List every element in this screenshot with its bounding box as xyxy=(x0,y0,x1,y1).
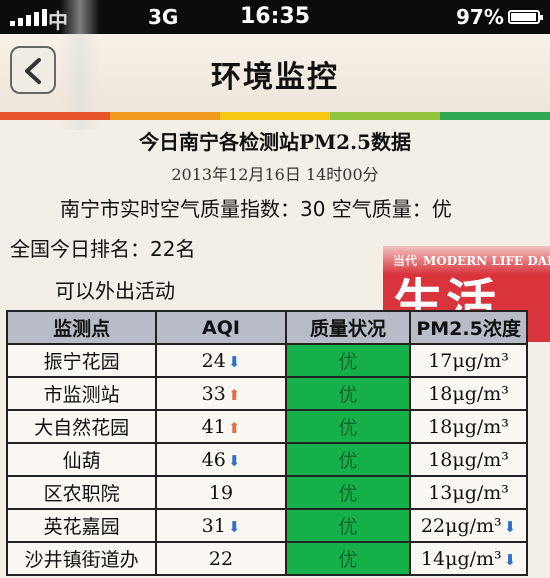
color-strip-segment xyxy=(110,112,220,120)
trend-down-icon: ⬇ xyxy=(503,550,517,569)
city-aqi-summary: 南宁市实时空气质量指数：30 空气质量：优 xyxy=(60,197,452,221)
table-row[interactable]: 英花嘉园 31 ⬇ 优 22μg/m³ ⬇ xyxy=(5,508,528,543)
battery-icon xyxy=(508,10,543,24)
report-date: 2013年12月16日 14时00分 xyxy=(171,165,379,184)
battery-percent: 97% xyxy=(456,5,504,29)
trend-up-icon: ⬆ xyxy=(227,418,241,437)
station-name: 仙葫 xyxy=(5,442,158,477)
station-name: 大自然花园 xyxy=(5,409,158,444)
quality-status: 优 xyxy=(284,442,412,477)
pm25-value: 18μg/m³ xyxy=(409,442,528,477)
station-name: 振宁花园 xyxy=(5,343,158,378)
pm25-value: 17μg/m³ xyxy=(409,343,528,378)
quality-status: 优 xyxy=(284,343,412,378)
quality-status: 优 xyxy=(284,475,412,510)
table-row[interactable]: 仙葫 46 ⬇ 优 18μg/m³ xyxy=(5,442,528,477)
pm25-value: 22μg/m³ ⬇ xyxy=(409,508,528,543)
color-strip-segment xyxy=(330,112,440,120)
color-strip-segment xyxy=(440,112,550,120)
aqi-value: 46 ⬇ xyxy=(155,442,287,477)
color-strip xyxy=(0,112,550,120)
watermark-english: MODERN LIFE DAILY xyxy=(423,254,550,268)
activity-advice: 可以外出活动 xyxy=(55,279,175,303)
aqi-value: 33 ⬆ xyxy=(155,376,287,411)
trend-down-icon: ⬇ xyxy=(503,517,517,536)
pm25-value: 18μg/m³ xyxy=(409,409,528,444)
table-row[interactable]: 大自然花园 41 ⬆ 优 18μg/m³ xyxy=(5,409,528,444)
color-strip-segment xyxy=(220,112,330,120)
station-name: 市监测站 xyxy=(5,376,158,411)
page-title: 环境监控 xyxy=(211,60,339,95)
back-button[interactable] xyxy=(10,46,56,94)
station-name: 沙井镇街道办 xyxy=(5,541,158,576)
quality-status: 优 xyxy=(284,409,412,444)
aqi-value: 24 ⬇ xyxy=(155,343,287,378)
pm25-value: 13μg/m³ xyxy=(409,475,528,510)
header-quality: 质量状况 xyxy=(284,310,412,345)
trend-down-icon: ⬇ xyxy=(227,451,241,470)
header-station: 监测点 xyxy=(5,310,158,345)
status-bar: 中 3G 16:35 97% xyxy=(0,0,550,34)
table-row[interactable]: 市监测站 33 ⬆ 优 18μg/m³ xyxy=(5,376,528,411)
aqi-value: 19 xyxy=(155,475,287,510)
table-row[interactable]: 区农职院 19 优 13μg/m³ xyxy=(5,475,528,510)
section-heading: 今日南宁各检测站PM2.5数据 xyxy=(139,130,411,154)
pm25-table: 监测点 AQI 质量状况 PM2.5浓度 振宁花园 24 ⬇ 优 17μg/m³ 市监测站… xyxy=(5,310,528,576)
header-pm25: PM2.5浓度 xyxy=(409,310,528,345)
trend-down-icon: ⬇ xyxy=(227,352,241,371)
status-time: 16:35 xyxy=(239,4,311,29)
quality-status: 优 xyxy=(284,541,412,576)
national-rank: 全国今日排名：22名 xyxy=(10,237,196,261)
chevron-left-icon xyxy=(25,58,41,84)
pm25-value: 18μg/m³ xyxy=(409,376,528,411)
nav-bar: 环境监控 xyxy=(0,34,550,112)
table-row[interactable]: 沙井镇街道办 22 优 14μg/m³ ⬇ xyxy=(5,541,528,576)
table-row[interactable]: 振宁花园 24 ⬇ 优 17μg/m³ xyxy=(5,343,528,378)
signal-strength-icon xyxy=(10,9,47,26)
quality-status: 优 xyxy=(284,508,412,543)
station-name: 区农职院 xyxy=(5,475,158,510)
aqi-value: 31 ⬇ xyxy=(155,508,287,543)
watermark-small: 当代 xyxy=(393,254,418,268)
quality-status: 优 xyxy=(284,376,412,411)
color-strip-segment xyxy=(0,112,110,120)
network-type: 3G xyxy=(148,5,179,29)
trend-down-icon: ⬇ xyxy=(227,517,241,536)
aqi-value: 41 ⬆ xyxy=(155,409,287,444)
aqi-value: 22 xyxy=(155,541,287,576)
pm25-value: 14μg/m³ ⬇ xyxy=(409,541,528,576)
header-aqi: AQI xyxy=(155,310,287,345)
table-header-row: 监测点 AQI 质量状况 PM2.5浓度 xyxy=(5,310,528,345)
station-name: 英花嘉园 xyxy=(5,508,158,543)
trend-up-icon: ⬆ xyxy=(227,385,241,404)
